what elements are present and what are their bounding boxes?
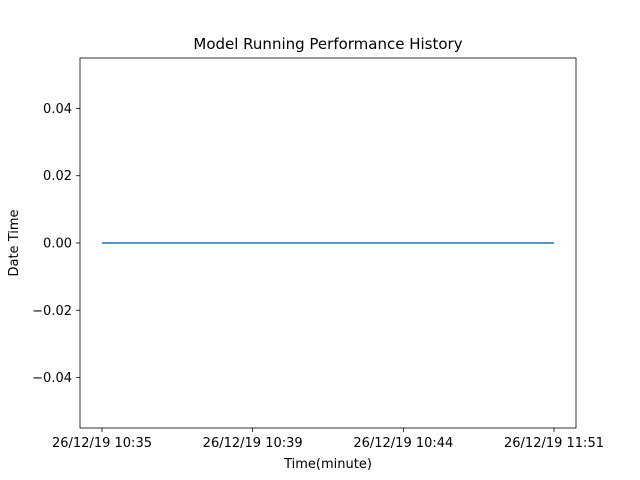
x-axis: 26/12/19 10:35 26/12/19 10:39 26/12/19 10:… — [52, 428, 604, 451]
plot-frame — [79, 57, 577, 429]
y-tick-label: 0.00 — [43, 237, 72, 252]
x-tick-label: 26/12/19 10:44 — [353, 436, 453, 451]
y-tick-label: −0.04 — [32, 371, 72, 386]
x-tick-label: 26/12/19 10:35 — [52, 436, 152, 451]
x-axis-label: Time(minute) — [283, 457, 372, 472]
chart-title: Model Running Performance History — [193, 35, 462, 53]
y-tick-label: 0.02 — [43, 169, 72, 184]
x-tick-label: 26/12/19 10:39 — [203, 436, 303, 451]
x-tick-label: 26/12/19 11:51 — [504, 436, 604, 451]
y-axis-label: Date Time — [7, 209, 22, 276]
y-tick-label: 0.04 — [43, 102, 72, 117]
y-axis: −0.04 −0.02 0.00 0.02 0.04 — [32, 102, 80, 386]
y-tick-label: −0.02 — [32, 304, 72, 319]
